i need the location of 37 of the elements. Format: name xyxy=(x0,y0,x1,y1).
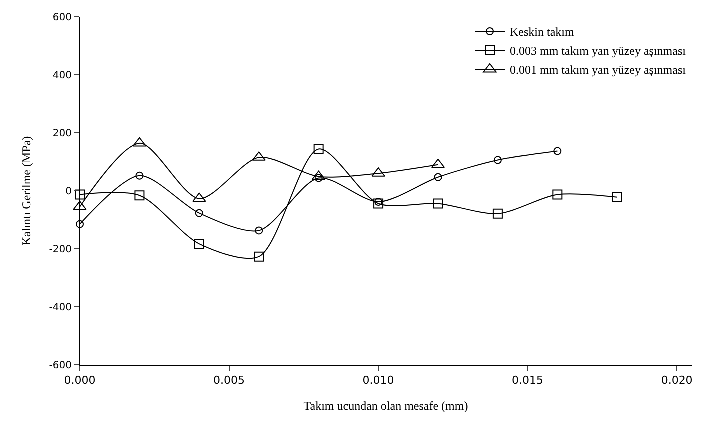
point xyxy=(433,198,444,209)
point xyxy=(73,200,87,210)
y-tick-label: -200 xyxy=(49,244,72,256)
y-tick-label: 200 xyxy=(52,128,72,140)
point xyxy=(194,239,204,250)
point xyxy=(255,226,264,235)
point xyxy=(492,208,503,219)
x-tick-label: 0.015 xyxy=(512,374,544,388)
point xyxy=(134,190,145,201)
y-tick-label: -600 xyxy=(49,360,72,372)
x-axis-title: Takım ucundan olan mesafe (mm) xyxy=(304,399,468,414)
point xyxy=(434,173,442,182)
legend-label: 0.001 mm takım yan yüzey aşınması xyxy=(510,63,687,78)
point xyxy=(374,198,383,206)
point xyxy=(254,252,264,262)
point xyxy=(554,147,562,156)
point xyxy=(195,209,204,218)
point xyxy=(136,172,144,180)
x-tick-label: 0.020 xyxy=(661,374,693,388)
y-tick-label: 400 xyxy=(52,70,72,82)
point xyxy=(612,192,622,202)
y-tick-label: 0 xyxy=(66,186,72,198)
point xyxy=(314,144,324,154)
point xyxy=(494,156,502,164)
x-tick-label: 0.000 xyxy=(64,374,96,388)
x-tick-label: 0.010 xyxy=(362,374,394,388)
point xyxy=(192,192,206,202)
point xyxy=(76,220,84,228)
y-tick-label: -400 xyxy=(49,302,72,314)
legend-label: 0.003 mm takım yan yüzey aşınması xyxy=(510,44,687,58)
x-tick-label: 0.005 xyxy=(214,374,246,388)
point xyxy=(75,190,85,200)
legend-label: Keskin takım xyxy=(510,25,575,40)
point xyxy=(552,190,563,200)
point xyxy=(374,198,384,209)
y-tick-label: 600 xyxy=(52,12,72,24)
y-axis-title: Kalıntı Gerilme (MPa) xyxy=(20,136,34,246)
